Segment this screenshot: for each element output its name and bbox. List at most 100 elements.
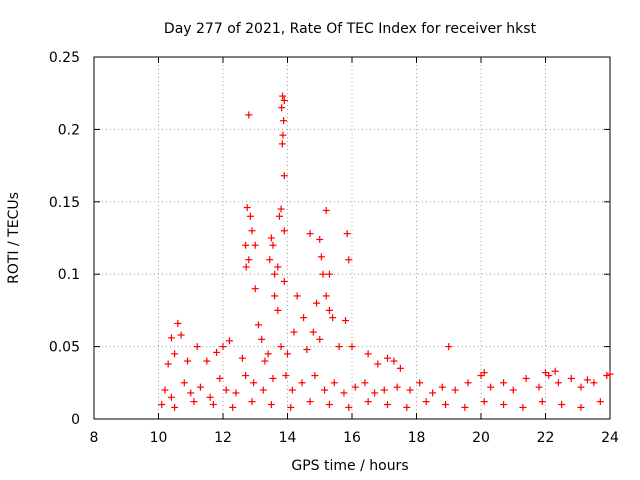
data-point [364,398,372,406]
data-point [345,256,353,264]
data-point [267,401,275,409]
x-tick-label: 16 [343,430,361,446]
data-point [261,357,269,365]
y-tick-label: 0.2 [58,122,80,138]
data-point [248,398,256,406]
data-point [322,292,330,300]
data-point [278,104,286,112]
data-point [500,379,508,387]
data-point [288,386,296,394]
data-point [567,374,575,382]
data-point [422,398,430,406]
data-point [558,401,566,409]
data-point [364,350,372,358]
data-point [445,343,453,351]
data-point [500,401,508,409]
data-point [161,386,169,394]
data-point [245,256,253,264]
data-point [216,374,224,382]
x-tick-label: 24 [601,430,619,446]
y-tick-labels: 0 0.05 0.1 0.15 0.2 0.25 [49,50,80,428]
data-point [396,364,404,372]
y-tick-label: 0.25 [49,50,80,66]
data-point [577,403,585,411]
data-point [225,337,233,345]
data-point [416,379,424,387]
y-tick-label: 0 [71,412,80,428]
data-point [254,321,262,329]
data-point [190,398,198,406]
data-point [383,401,391,409]
data-point [345,403,353,411]
data-point [271,292,279,300]
data-point [242,241,250,249]
data-point [340,389,348,397]
data-point [232,389,240,397]
data-point [371,389,379,397]
data-point [316,335,324,343]
data-point [390,357,398,365]
data-point [480,398,488,406]
data-point [322,206,330,214]
data-point [280,277,288,285]
data-point [335,343,343,351]
data-point [348,343,356,351]
data-point [282,372,290,380]
data-point [361,379,369,387]
data-point [306,398,314,406]
data-point [442,401,450,409]
x-tick-labels: 8 10 12 14 16 18 20 22 24 [90,430,619,446]
data-point [551,367,559,375]
data-point [351,383,359,391]
x-tick-label: 10 [150,430,168,446]
data-point [342,317,350,325]
data-point [267,234,275,242]
data-point [583,376,591,384]
data-point [266,256,274,264]
x-tick-label: 18 [408,430,426,446]
data-point [438,383,446,391]
data-point [279,92,287,100]
data-point [167,393,175,401]
data-point [269,374,277,382]
data-point [577,383,585,391]
data-point [213,348,221,356]
data-point [242,372,250,380]
y-axis-label: ROTI / TECUs [6,192,22,284]
data-point [300,314,308,322]
data-point [245,111,253,119]
data-point [277,205,285,213]
axis-ticks [93,56,611,420]
x-tick-label: 12 [214,430,232,446]
data-point [303,345,311,353]
x-tick-label: 14 [279,430,297,446]
data-point [480,369,488,377]
data-point [313,299,321,307]
data-point [171,403,179,411]
data-point [269,241,277,249]
data-point [187,389,195,397]
data-point [321,386,329,394]
data-point [206,393,214,401]
data-point [248,227,256,235]
data-point [246,212,254,220]
data-point [603,372,611,380]
data-point [280,227,288,235]
data-point [209,401,217,409]
x-axis-label: GPS time / hours [291,458,408,474]
data-point [196,383,204,391]
data-point [287,403,295,411]
data-point [180,379,188,387]
data-point [259,386,267,394]
data-point [606,370,614,378]
data-point [464,379,472,387]
data-point [542,369,549,377]
data-point [222,386,230,394]
data-point [274,306,282,314]
data-point [343,230,351,238]
data-point [290,328,298,336]
data-point [238,354,246,362]
data-point [538,398,546,406]
data-point [519,403,527,411]
data-point [280,96,288,104]
